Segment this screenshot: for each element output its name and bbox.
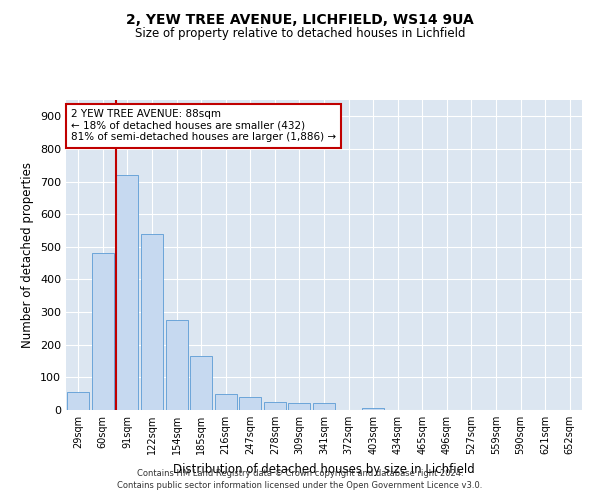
Bar	[92, 254, 114, 410]
Text: Contains public sector information licensed under the Open Government Licence v3: Contains public sector information licen…	[118, 481, 482, 490]
Bar	[141, 234, 163, 410]
Text: 2, YEW TREE AVENUE, LICHFIELD, WS14 9UA: 2, YEW TREE AVENUE, LICHFIELD, WS14 9UA	[126, 12, 474, 26]
Bar	[116, 175, 139, 410]
Bar	[67, 392, 89, 410]
Text: Size of property relative to detached houses in Lichfield: Size of property relative to detached ho…	[135, 28, 465, 40]
Y-axis label: Number of detached properties: Number of detached properties	[22, 162, 34, 348]
Bar	[239, 397, 262, 410]
Text: 2 YEW TREE AVENUE: 88sqm
← 18% of detached houses are smaller (432)
81% of semi-: 2 YEW TREE AVENUE: 88sqm ← 18% of detach…	[71, 110, 336, 142]
Bar	[264, 402, 286, 410]
Bar	[166, 320, 188, 410]
Text: Contains HM Land Registry data © Crown copyright and database right 2024.: Contains HM Land Registry data © Crown c…	[137, 468, 463, 477]
X-axis label: Distribution of detached houses by size in Lichfield: Distribution of detached houses by size …	[173, 462, 475, 475]
Bar	[362, 408, 384, 410]
Bar	[215, 394, 237, 410]
Bar	[313, 404, 335, 410]
Bar	[289, 404, 310, 410]
Bar	[190, 356, 212, 410]
